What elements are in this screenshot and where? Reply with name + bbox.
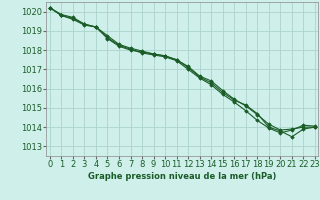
X-axis label: Graphe pression niveau de la mer (hPa): Graphe pression niveau de la mer (hPa)	[88, 172, 276, 181]
